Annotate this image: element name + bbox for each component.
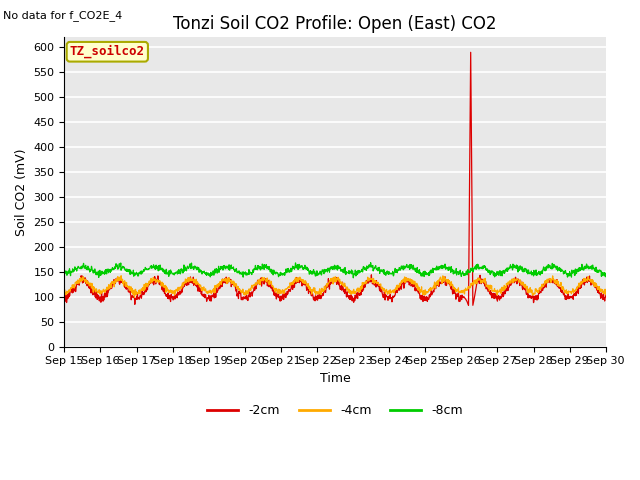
-4cm bbox=[312, 292, 319, 298]
-8cm bbox=[311, 271, 319, 276]
-8cm bbox=[369, 268, 377, 274]
-2cm bbox=[369, 281, 376, 287]
-2cm bbox=[125, 289, 132, 295]
-8cm bbox=[349, 275, 357, 281]
Legend: -2cm, -4cm, -8cm: -2cm, -4cm, -8cm bbox=[202, 399, 468, 422]
-8cm bbox=[301, 265, 309, 271]
Line: -8cm: -8cm bbox=[65, 263, 605, 278]
-4cm bbox=[302, 281, 310, 287]
-4cm bbox=[61, 287, 68, 293]
-8cm bbox=[367, 260, 374, 265]
-2cm bbox=[102, 294, 110, 300]
-2cm bbox=[467, 49, 474, 55]
-4cm bbox=[369, 277, 377, 283]
-2cm bbox=[311, 298, 319, 304]
-2cm bbox=[61, 298, 68, 303]
Line: -4cm: -4cm bbox=[65, 276, 605, 297]
Title: Tonzi Soil CO2 Profile: Open (East) CO2: Tonzi Soil CO2 Profile: Open (East) CO2 bbox=[173, 15, 497, 33]
-4cm bbox=[102, 287, 110, 293]
-8cm bbox=[61, 272, 68, 277]
Line: -2cm: -2cm bbox=[65, 52, 605, 305]
Y-axis label: Soil CO2 (mV): Soil CO2 (mV) bbox=[15, 148, 28, 236]
-4cm bbox=[131, 294, 138, 300]
-2cm bbox=[291, 278, 298, 284]
-4cm bbox=[125, 285, 132, 291]
-8cm bbox=[102, 269, 110, 275]
Text: No data for f_CO2E_4: No data for f_CO2E_4 bbox=[3, 11, 122, 22]
-2cm bbox=[602, 292, 609, 298]
-2cm bbox=[465, 302, 472, 308]
-2cm bbox=[301, 279, 309, 285]
-8cm bbox=[125, 269, 132, 275]
-4cm bbox=[602, 292, 609, 298]
X-axis label: Time: Time bbox=[320, 372, 351, 385]
-8cm bbox=[602, 272, 609, 277]
-4cm bbox=[291, 276, 299, 282]
Text: TZ_soilco2: TZ_soilco2 bbox=[70, 45, 145, 59]
-8cm bbox=[291, 265, 298, 271]
-4cm bbox=[117, 273, 125, 278]
